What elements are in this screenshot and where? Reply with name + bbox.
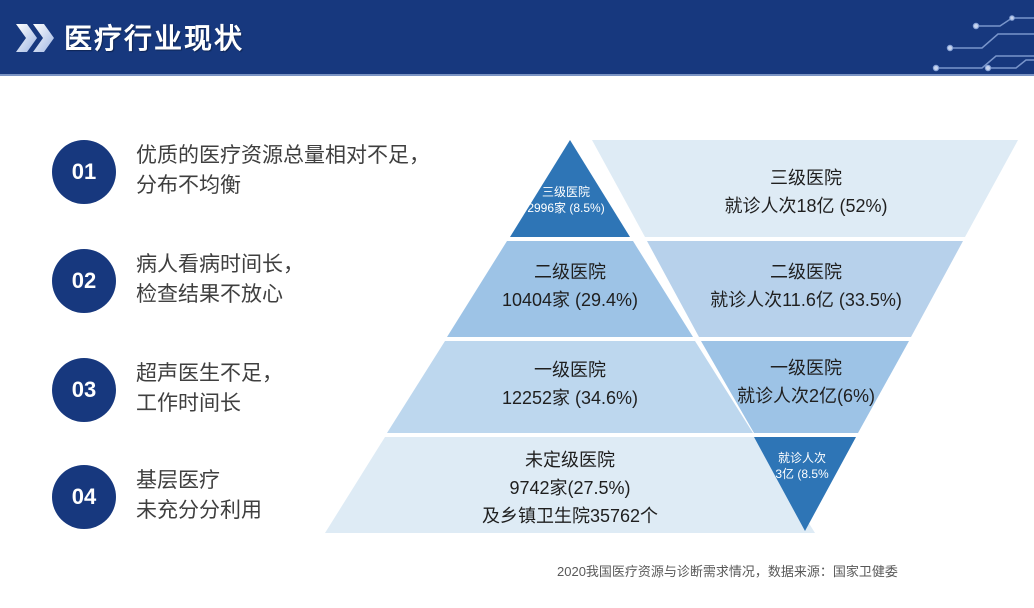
issue-number-badge: 02 <box>52 249 116 313</box>
issue-number-badge: 01 <box>52 140 116 204</box>
funnel-level-tip <box>754 437 856 531</box>
issue-item-2: 02 病人看病时间长， 检查结果不放心 <box>52 249 304 313</box>
pyramid-label-2nd-tier: 二级医院 10404家 (29.4%) <box>501 262 639 310</box>
funnel-label-tip: 就诊人次 3亿 (8.5% <box>775 451 829 481</box>
pyramid-level-3rd-tier <box>510 140 630 237</box>
funnel-label-1st-tier: 一级医院 就诊人次2亿(6%) <box>736 358 876 406</box>
issue-item-1: 01 优质的医疗资源总量相对不足， 分布不均衡 <box>52 140 430 204</box>
funnel-level-1st-tier <box>701 341 909 433</box>
issue-number-badge: 04 <box>52 465 116 529</box>
pyramid-level-ungraded <box>325 437 815 533</box>
double-chevron-icon <box>16 24 54 52</box>
pyramid-label-1st-tier: 一级医院 12252家 (34.6%) <box>501 360 639 408</box>
funnel-label-3rd-tier: 三级医院 就诊人次18亿 (52%) <box>724 168 888 216</box>
issue-item-4: 04 基层医疗 未充分分利用 <box>52 465 262 529</box>
funnel-label-2nd-tier: 二级医院 就诊人次11.6亿 (33.5%) <box>710 262 902 310</box>
issue-line: 基层医疗 <box>136 469 220 492</box>
pyramid-level-1st-tier <box>387 341 753 433</box>
pyramid-label-3rd-tier: 三级医院 2996家 (8.5%) <box>527 185 605 215</box>
circuit-decoration-icon <box>932 15 1034 72</box>
issue-line: 优质的医疗资源总量相对不足， <box>136 144 430 167</box>
issue-text: 基层医疗 未充分分利用 <box>136 466 262 529</box>
issue-text: 优质的医疗资源总量相对不足， 分布不均衡 <box>136 141 430 204</box>
issue-text: 超声医生不足， 工作时间长 <box>136 359 283 422</box>
issue-line: 未充分分利用 <box>136 499 262 522</box>
funnel-level-2nd-tier <box>647 241 963 337</box>
header-bar: 医疗行业现状 <box>0 0 1034 76</box>
issue-line: 病人看病时间长， <box>136 253 304 276</box>
issue-line: 超声医生不足， <box>136 362 283 385</box>
issue-number-badge: 03 <box>52 358 116 422</box>
issue-line: 分布不均衡 <box>136 174 241 197</box>
issue-line: 检查结果不放心 <box>136 283 283 306</box>
issue-text: 病人看病时间长， 检查结果不放心 <box>136 250 304 313</box>
data-source-note: 2020我国医疗资源与诊断需求情况，数据来源：国家卫健委 <box>557 564 898 579</box>
pyramid-level-2nd-tier <box>447 241 693 337</box>
issue-item-3: 03 超声医生不足， 工作时间长 <box>52 358 283 422</box>
page-title: 医疗行业现状 <box>64 23 245 54</box>
issue-line: 工作时间长 <box>136 392 241 415</box>
funnel-level-3rd-tier <box>592 140 1018 237</box>
pyramid-label-ungraded: 未定级医院 9742家(27.5%) 及乡镇卫生院35762个 <box>481 450 659 526</box>
